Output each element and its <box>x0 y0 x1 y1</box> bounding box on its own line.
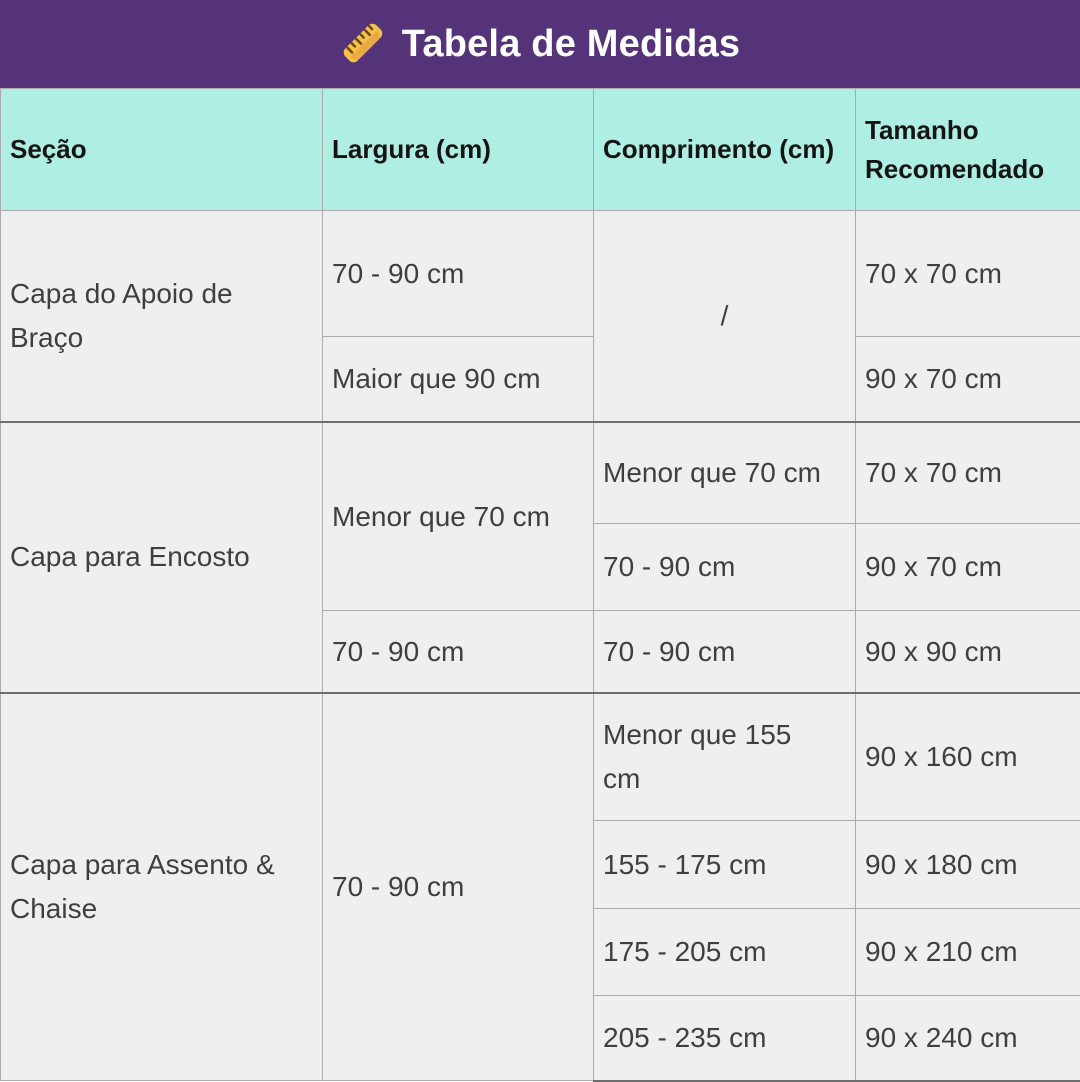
table-row: Capa do Apoio de Braço 70 - 90 cm / 70 x… <box>1 211 1080 337</box>
title-bar: Tabela de Medidas <box>0 0 1080 88</box>
measurements-table: Seção Largura (cm) Comprimento (cm) Tama… <box>0 88 1080 1082</box>
cell-largura: 70 - 90 cm <box>323 693 594 1081</box>
column-header-largura: Largura (cm) <box>323 89 594 211</box>
cell-tamanho: 90 x 160 cm <box>856 693 1080 821</box>
cell-comprimento: 205 - 235 cm <box>594 996 856 1081</box>
table-row: Capa para Encosto Menor que 70 cm Menor … <box>1 422 1080 524</box>
cell-largura: 70 - 90 cm <box>323 611 594 693</box>
cell-largura: 70 - 90 cm <box>323 211 594 337</box>
cell-comprimento: Menor que 155 cm <box>594 693 856 821</box>
cell-tamanho: 70 x 70 cm <box>856 211 1080 337</box>
cell-tamanho: 90 x 240 cm <box>856 996 1080 1081</box>
cell-secao: Capa para Assento & Chaise <box>1 693 323 1081</box>
table-row: Capa para Assento & Chaise 70 - 90 cm Me… <box>1 693 1080 821</box>
cell-tamanho: 90 x 70 cm <box>856 337 1080 422</box>
cell-tamanho: 90 x 90 cm <box>856 611 1080 693</box>
cell-largura: Maior que 90 cm <box>323 337 594 422</box>
cell-comprimento: 70 - 90 cm <box>594 611 856 693</box>
cell-tamanho: 90 x 210 cm <box>856 909 1080 996</box>
cell-secao: Capa do Apoio de Braço <box>1 211 323 422</box>
cell-tamanho: 70 x 70 cm <box>856 422 1080 524</box>
column-header-comprimento: Comprimento (cm) <box>594 89 856 211</box>
cell-tamanho: 90 x 180 cm <box>856 821 1080 909</box>
table-header-row: Seção Largura (cm) Comprimento (cm) Tama… <box>1 89 1080 211</box>
cell-secao: Capa para Encosto <box>1 422 323 693</box>
cell-comprimento: 155 - 175 cm <box>594 821 856 909</box>
cell-comprimento: Menor que 70 cm <box>594 422 856 524</box>
page-title: Tabela de Medidas <box>402 23 740 66</box>
column-header-secao: Seção <box>1 89 323 211</box>
column-header-tamanho: Tamanho Recomendado <box>856 89 1080 211</box>
cell-largura: Menor que 70 cm <box>323 422 594 611</box>
cell-comprimento: 70 - 90 cm <box>594 524 856 611</box>
cell-tamanho: 90 x 70 cm <box>856 524 1080 611</box>
ruler-icon <box>340 20 386 66</box>
cell-comprimento: / <box>594 211 856 422</box>
cell-comprimento: 175 - 205 cm <box>594 909 856 996</box>
